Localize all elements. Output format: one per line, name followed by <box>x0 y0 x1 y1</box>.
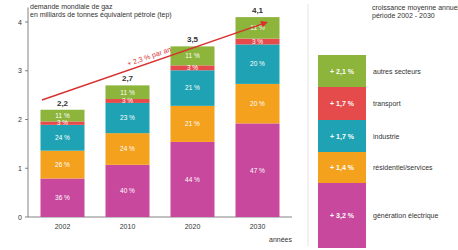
share-label: 40 % <box>120 187 135 194</box>
x-tick-label: 2002 <box>55 223 71 230</box>
share-label: 3 % <box>122 97 133 104</box>
bar-segment <box>171 70 215 106</box>
total-label: 2,2 <box>57 99 69 108</box>
y-axis-title: demande mondiale de gaz <box>30 3 113 11</box>
share-label: 21 % <box>185 84 200 91</box>
y-tick <box>25 22 28 23</box>
growth-label: + 1,4 % <box>330 164 355 172</box>
y-tick-label: 2 <box>18 116 22 123</box>
trend-arrow <box>42 24 263 100</box>
y-axis-title: en milliards de tonnes équivalent pétrol… <box>30 11 172 19</box>
bar-segment <box>171 106 215 142</box>
share-label: 24 % <box>55 134 70 141</box>
total-label: 4,1 <box>252 6 264 15</box>
total-label: 2,7 <box>122 74 134 83</box>
growth-title: croissance moyenne annuelle <box>372 4 458 12</box>
bar-segment <box>106 103 150 133</box>
y-tick-label: 1 <box>18 165 22 172</box>
bars <box>41 17 280 217</box>
growth-label: + 3,2 % <box>330 212 355 220</box>
trend-arrow-head <box>260 21 268 28</box>
bar-segment <box>236 44 280 83</box>
growth-box <box>318 120 366 152</box>
bar-segment <box>236 17 280 38</box>
y-tick-label: 4 <box>18 19 22 26</box>
share-label: 24 % <box>120 145 135 152</box>
panel-separator <box>308 4 309 246</box>
growth-box <box>318 55 366 87</box>
y-axis-line <box>28 7 29 217</box>
bar-segment <box>171 46 215 65</box>
bar-segment <box>106 165 150 217</box>
share-label: 36 % <box>55 194 70 201</box>
legend-entry: industrie <box>373 133 400 140</box>
bar-segment <box>236 123 280 217</box>
y-tick <box>25 70 28 71</box>
share-label: 11 % <box>120 89 135 96</box>
total-label: 3,5 <box>187 35 199 44</box>
growth-box <box>318 183 366 248</box>
data-labels: 36 %26 %24 %3 %11 %40 %24 %23 %3 %11 %44… <box>55 24 265 201</box>
share-label: 26 % <box>55 161 70 168</box>
share-label: 23 % <box>120 114 135 121</box>
share-label: 11 % <box>185 52 200 59</box>
share-label: 20 % <box>250 60 265 67</box>
growth-box <box>318 87 366 120</box>
y-tick-label: 0 <box>18 214 22 221</box>
growth-title: période 2002 - 2030 <box>372 12 435 20</box>
bar-segment <box>236 39 280 45</box>
share-label: 11 % <box>55 112 70 119</box>
trend-annotation: + 2,3 % par an <box>126 46 172 69</box>
share-label: 3 % <box>252 38 263 45</box>
x-axis-title: années <box>269 236 292 243</box>
growth-label: + 1,7 % <box>330 100 355 108</box>
share-label: 3 % <box>57 119 68 126</box>
x-tick-label: 2020 <box>185 223 201 230</box>
chart: demande mondiale de gazen milliards de t… <box>0 0 458 250</box>
y-tick <box>25 217 28 218</box>
bar-segment <box>41 151 85 179</box>
share-label: 47 % <box>250 167 265 174</box>
share-label: 21 % <box>185 120 200 127</box>
y-tick-label: 3 <box>18 67 22 74</box>
legend-entry: transport <box>373 100 401 108</box>
x-tick-label: 2010 <box>120 223 136 230</box>
legend-entry: résidentiel/services <box>373 164 433 171</box>
legend-entry: autres secteurs <box>373 68 421 75</box>
share-label: 20 % <box>250 100 265 107</box>
bar-segment <box>41 125 85 151</box>
growth-box <box>318 152 366 183</box>
bar-segment <box>171 142 215 217</box>
bar-segment <box>41 178 85 217</box>
x-tick-label: 2030 <box>250 223 266 230</box>
bar-segment <box>106 133 150 165</box>
share-label: 3 % <box>187 64 198 71</box>
share-label: 44 % <box>185 176 200 183</box>
legend-entry: génération électrique <box>373 212 438 220</box>
y-tick <box>25 119 28 120</box>
growth-label: + 1,7 % <box>330 133 355 141</box>
y-tick <box>25 168 28 169</box>
bar-segment <box>236 84 280 123</box>
growth-label: + 2,1 % <box>330 68 355 76</box>
